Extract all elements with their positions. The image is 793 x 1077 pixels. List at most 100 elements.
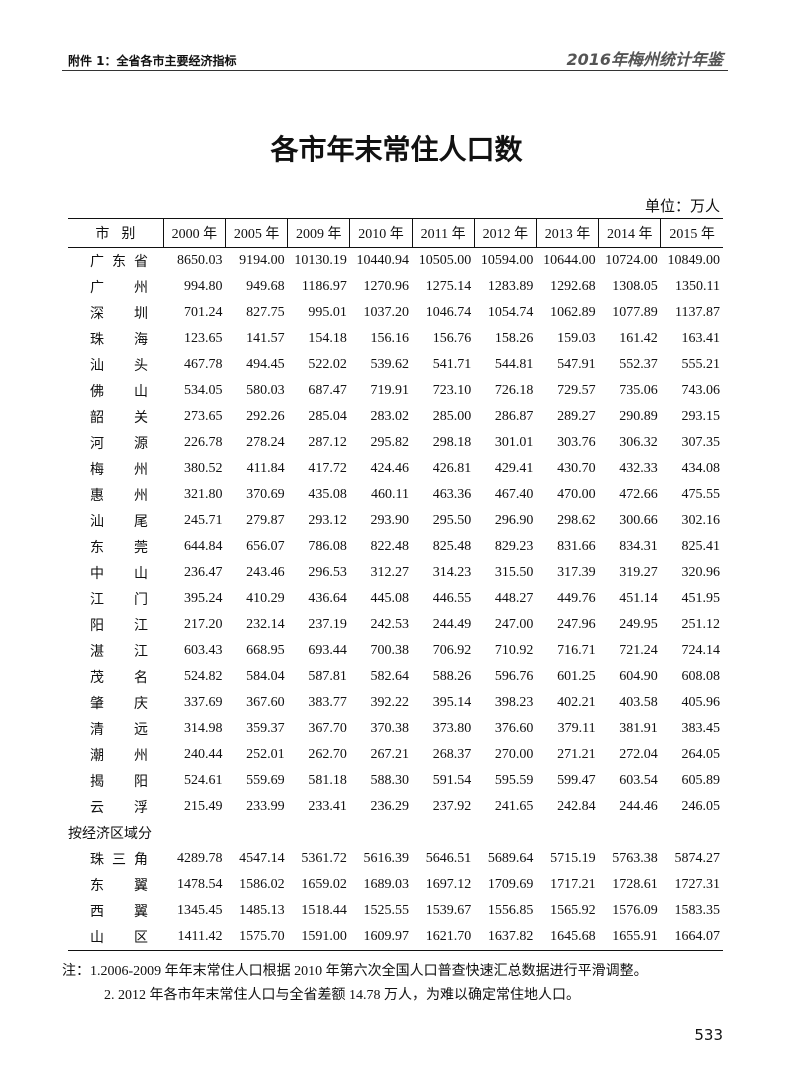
cell: 411.84 xyxy=(246,461,285,476)
row-label-cell: 东莞 xyxy=(68,534,163,560)
cell: 544.81 xyxy=(494,357,534,372)
cell: 292.26 xyxy=(246,409,285,424)
cell: 1697.12 xyxy=(425,877,472,892)
cell: 559.69 xyxy=(246,773,285,788)
row-label: 广州 xyxy=(90,281,148,296)
cell: 417.72 xyxy=(308,461,347,476)
cell: 237.19 xyxy=(308,617,347,632)
row-label-cell: 揭阳 xyxy=(68,768,163,794)
cell: 1345.45 xyxy=(176,903,223,918)
cell: 156.16 xyxy=(370,331,410,346)
cell: 1270.96 xyxy=(363,279,410,294)
cell: 729.57 xyxy=(557,383,596,398)
row-label-cell: 韶关 xyxy=(68,404,163,430)
cell: 314.23 xyxy=(432,565,472,580)
title: 各市年末常住人口数 xyxy=(270,133,523,166)
cell: 430.70 xyxy=(557,461,596,476)
column-header: 2009 年 xyxy=(287,218,350,248)
cell: 1062.89 xyxy=(550,305,596,320)
group-label: 按经济区域分 xyxy=(68,827,152,842)
row-label-cell: 广州 xyxy=(68,274,163,300)
header-left: 附件 1：全省各市主要经济指标 xyxy=(68,54,237,68)
cell: 1575.70 xyxy=(225,924,288,951)
table-row: 广州 994.80 949.68 1186.97 1270.96 1275.14 1283.… xyxy=(68,274,723,300)
cell: 298.18 xyxy=(432,435,472,450)
cell: 270.00 xyxy=(494,747,534,762)
cell: 831.66 xyxy=(557,539,596,554)
column-header: 2014 年 xyxy=(598,218,661,248)
cell: 448.27 xyxy=(494,591,534,606)
cell: 5616.39 xyxy=(363,851,410,866)
cell: 10849.00 xyxy=(667,253,721,268)
cell: 547.91 xyxy=(557,357,596,372)
cell: 370.69 xyxy=(246,487,285,502)
cell: 307.35 xyxy=(681,435,721,450)
row-label: 潮州 xyxy=(90,749,148,764)
row-label-cell: 梅州 xyxy=(68,456,163,482)
cell: 1186.97 xyxy=(301,279,347,294)
cell: 723.10 xyxy=(432,383,472,398)
row-label-cell: 深圳 xyxy=(68,300,163,326)
cell: 283.02 xyxy=(370,409,410,424)
cell: 383.45 xyxy=(681,721,721,736)
cell: 424.46 xyxy=(370,461,410,476)
cell: 1728.61 xyxy=(612,877,658,892)
cell: 429.41 xyxy=(494,461,534,476)
table-row: 山区 1411.42 1575.70 1591.00 1609.97 1621.70 163… xyxy=(68,924,723,951)
cell: 5715.19 xyxy=(550,851,596,866)
cell: 217.20 xyxy=(183,617,223,632)
cell: 716.71 xyxy=(557,643,596,658)
row-label: 湛江 xyxy=(90,645,148,660)
cell: 1046.74 xyxy=(425,305,472,320)
cell: 822.48 xyxy=(370,539,410,554)
cell: 5874.27 xyxy=(674,851,721,866)
cell: 460.11 xyxy=(371,487,410,502)
cell: 236.29 xyxy=(370,799,410,814)
cell: 1621.70 xyxy=(412,924,475,951)
cell: 312.27 xyxy=(370,565,410,580)
cell: 5763.38 xyxy=(612,851,658,866)
header-right: 2016年梅州统计年鉴 xyxy=(566,50,723,69)
cell: 285.04 xyxy=(308,409,347,424)
column-header-text: 2009 年 xyxy=(296,227,342,242)
cell: 743.06 xyxy=(681,383,721,398)
cell: 1645.68 xyxy=(536,924,599,951)
cell: 1717.21 xyxy=(550,877,596,892)
cell: 395.14 xyxy=(432,695,472,710)
cell: 402.21 xyxy=(557,695,596,710)
cell: 161.42 xyxy=(619,331,658,346)
cell: 693.44 xyxy=(308,643,347,658)
cell: 9194.00 xyxy=(239,253,285,268)
cell: 825.41 xyxy=(681,539,721,554)
cell: 1518.44 xyxy=(301,903,347,918)
cell: 317.39 xyxy=(557,565,596,580)
table-row: 东莞 644.84 656.07 786.08 822.48 825.48 829.23 83… xyxy=(68,534,723,560)
row-label: 江门 xyxy=(90,593,148,608)
row-label: 佛山 xyxy=(90,385,148,400)
cell: 293.15 xyxy=(681,409,721,424)
cell: 435.08 xyxy=(308,487,347,502)
cell: 467.40 xyxy=(494,487,534,502)
cell: 1556.85 xyxy=(487,903,534,918)
cell: 426.81 xyxy=(432,461,472,476)
row-label-cell: 山区 xyxy=(68,924,164,951)
column-header-text: 2013 年 xyxy=(544,227,591,242)
column-header: 2012 年 xyxy=(473,218,537,248)
cell: 735.06 xyxy=(619,383,658,398)
column-header: 2000 年 xyxy=(162,218,226,248)
cell: 608.08 xyxy=(681,669,721,684)
cell: 432.33 xyxy=(619,461,658,476)
cell: 242.53 xyxy=(370,617,410,632)
cell: 700.38 xyxy=(370,643,410,658)
cell: 552.37 xyxy=(619,357,658,372)
cell: 656.07 xyxy=(246,539,285,554)
cell: 1689.03 xyxy=(363,877,410,892)
cell: 1565.92 xyxy=(550,903,596,918)
cell: 300.66 xyxy=(619,513,658,528)
cell: 596.76 xyxy=(494,669,534,684)
cell: 383.77 xyxy=(308,695,347,710)
cell: 829.23 xyxy=(494,539,534,554)
cell: 380.52 xyxy=(183,461,223,476)
cell: 555.21 xyxy=(681,357,721,372)
cell: 10440.94 xyxy=(356,253,410,268)
